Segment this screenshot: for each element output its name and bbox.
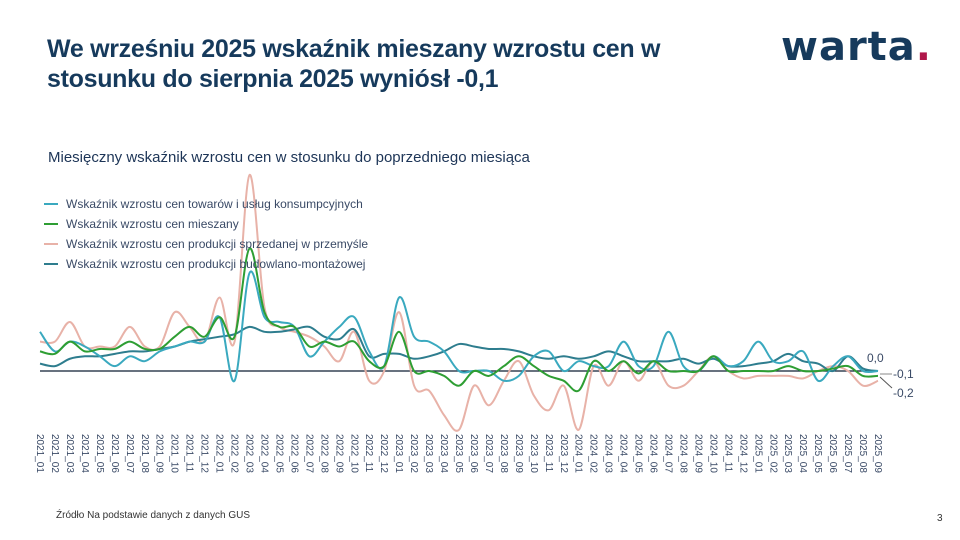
x-tick-label: 2022_03 xyxy=(243,434,255,473)
logo-dot: . xyxy=(915,24,932,70)
x-tick-label: 2023_10 xyxy=(527,434,539,473)
x-tick-label: 2024_11 xyxy=(722,434,734,473)
end-label: -0,2 xyxy=(893,386,914,400)
logo-text: warta xyxy=(781,24,916,70)
x-tick-label: 2023_04 xyxy=(438,434,450,473)
x-tick-label: 2024_01 xyxy=(572,434,584,473)
legend-label: Wskaźnik wzrostu cen produkcji budowlano… xyxy=(66,257,366,271)
x-tick-label: 2022_07 xyxy=(303,434,315,473)
x-tick-label: 2024_04 xyxy=(617,434,629,473)
legend-item: Wskaźnik wzrostu cen produkcji budowlano… xyxy=(44,254,368,274)
x-tick-label: 2022_11 xyxy=(363,434,375,473)
legend-item: Wskaźnik wzrostu cen towarów i usług kon… xyxy=(44,194,368,214)
source-note: Źródło Na podstawie danych z danych GUS xyxy=(56,510,250,521)
x-tick-label: 2023_09 xyxy=(512,434,524,473)
x-tick-label: 2021_11 xyxy=(183,434,195,473)
x-tick-label: 2023_07 xyxy=(482,434,494,473)
series-line-1 xyxy=(39,247,879,393)
x-tick-label: 2025_04 xyxy=(797,434,809,473)
end-label: 0,0 xyxy=(867,351,884,365)
x-tick-label: 2022_12 xyxy=(378,434,390,473)
x-tick-label: 2023_03 xyxy=(423,434,435,473)
x-tick-label: 2021_04 xyxy=(78,434,90,473)
x-tick-label: 2021_09 xyxy=(153,434,165,473)
x-tick-label: 2024_09 xyxy=(692,434,704,473)
x-tick-label: 2021_06 xyxy=(108,434,120,473)
x-tick-label: 2022_05 xyxy=(273,434,285,473)
series-line-0 xyxy=(39,270,879,383)
x-tick-label: 2021_02 xyxy=(48,434,60,473)
legend-item: Wskaźnik wzrostu cen produkcji sprzedane… xyxy=(44,234,368,254)
x-tick-label: 2025_06 xyxy=(827,434,839,473)
x-tick-label: 2024_06 xyxy=(647,434,659,473)
end-label: -0,1 xyxy=(893,367,914,381)
x-tick-label: 2025_07 xyxy=(842,434,854,473)
x-tick-label: 2021_10 xyxy=(168,434,180,473)
legend-swatch xyxy=(44,222,58,226)
page-number: 3 xyxy=(937,513,943,524)
x-tick-label: 2024_08 xyxy=(677,434,689,473)
legend-item: Wskaźnik wzrostu cen mieszany xyxy=(44,214,368,234)
warta-logo: warta. xyxy=(781,24,932,70)
x-tick-label: 2021_08 xyxy=(138,434,150,473)
x-tick-label: 2021_03 xyxy=(63,434,75,473)
x-tick-label: 2023_06 xyxy=(467,434,479,473)
x-tick-label: 2021_12 xyxy=(198,434,210,473)
x-tick-label: 2021_07 xyxy=(123,434,135,473)
chart-title: Miesięczny wskaźnik wzrostu cen w stosun… xyxy=(48,149,530,166)
x-tick-label: 2023_05 xyxy=(453,434,464,473)
x-tick-label: 2024_10 xyxy=(707,434,719,473)
x-tick-label: 2022_01 xyxy=(213,434,225,473)
x-tick-label: 2023_12 xyxy=(557,434,569,473)
x-tick-label: 2022_04 xyxy=(258,434,270,473)
x-tick-label: 2024_12 xyxy=(737,434,749,473)
x-tick-label: 2022_06 xyxy=(288,434,300,473)
x-tick-label: 2023_02 xyxy=(408,434,420,473)
leader-line xyxy=(879,376,893,389)
legend-swatch xyxy=(44,262,58,266)
legend-label: Wskaźnik wzrostu cen mieszany xyxy=(66,217,239,231)
x-tick-label: 2024_07 xyxy=(662,434,674,473)
legend-swatch xyxy=(44,242,58,246)
x-tick-label: 2023_11 xyxy=(542,434,554,473)
x-tick-label: 2025_01 xyxy=(752,434,764,473)
x-tick-label: 2025_03 xyxy=(782,434,794,473)
x-tick-label: 2025_08 xyxy=(857,434,869,473)
x-tick-label: 2024_02 xyxy=(587,434,599,473)
x-tick-label: 2022_02 xyxy=(228,434,240,473)
x-tick-label: 2023_08 xyxy=(497,434,509,473)
legend-label: Wskaźnik wzrostu cen towarów i usług kon… xyxy=(66,197,363,211)
x-tick-label: 2024_03 xyxy=(602,434,614,473)
legend-label: Wskaźnik wzrostu cen produkcji sprzedane… xyxy=(66,237,369,251)
x-tick-label: 2021_05 xyxy=(93,434,105,473)
chart-legend: Wskaźnik wzrostu cen towarów i usług kon… xyxy=(44,194,368,274)
slide-title: We wrześniu 2025 wskaźnik mieszany wzros… xyxy=(47,35,661,93)
x-tick-label: 2025_02 xyxy=(767,434,779,473)
x-tick-label: 2022_10 xyxy=(348,434,360,473)
x-tick-label: 2025_05 xyxy=(812,434,824,473)
x-tick-label: 2022_08 xyxy=(318,434,330,473)
x-tick-label: 2024_05 xyxy=(632,434,644,473)
series-line-2 xyxy=(39,173,879,432)
legend-swatch xyxy=(44,202,58,206)
x-tick-label: 2022_09 xyxy=(333,434,345,473)
x-tick-label: 2021_01 xyxy=(34,434,45,473)
x-tick-label: 2025_09 xyxy=(872,434,883,473)
x-tick-label: 2023_01 xyxy=(393,434,405,473)
